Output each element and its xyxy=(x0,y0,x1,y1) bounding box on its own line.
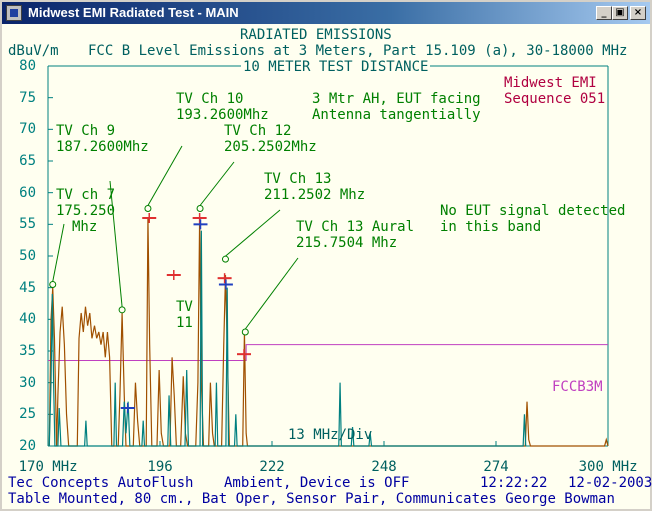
brown-trace xyxy=(48,217,609,447)
y-tick-label: 45 xyxy=(19,279,36,296)
close-button[interactable]: × xyxy=(630,6,646,20)
y-tick-label: 35 xyxy=(19,343,36,359)
footer-setup: Table Mounted, 80 cm., Bat Oper, Sensor … xyxy=(8,491,615,507)
test-distance: 10 METER TEST DISTANCE xyxy=(241,59,431,75)
leader-line xyxy=(225,209,281,257)
window-title: Midwest EMI Radiated Test - MAIN xyxy=(28,5,239,20)
x-tick-label: 196 xyxy=(147,459,173,475)
footer-software: Tec Concepts AutoFlush xyxy=(8,475,194,491)
x-tick-label: 300 MHz xyxy=(578,459,638,475)
y-tick-label: 50 xyxy=(19,248,36,264)
y-tick-label: 65 xyxy=(19,153,36,169)
ch9-freq: 187.2600Mhz xyxy=(56,139,149,155)
peak-circle xyxy=(221,255,229,263)
trace-layer xyxy=(48,217,609,447)
plot-canvas: 80 75 70 65 60 55 50 45 40 35 30 25 20 RADIATED EMIS… xyxy=(2,24,652,509)
no-signal-note-1: No EUT signal detected xyxy=(440,203,626,219)
ch10-freq: 193.2600Mhz xyxy=(176,107,269,123)
teal-trace xyxy=(48,230,527,447)
annotation-leaders xyxy=(49,145,299,336)
y-axis-unit: dBuV/m xyxy=(8,43,59,59)
y-tick-label: 20 xyxy=(19,438,36,454)
ch11-number: 11 xyxy=(176,315,193,331)
app-icon[interactable] xyxy=(6,5,22,21)
chart-title: RADIATED EMISSIONS xyxy=(240,27,392,43)
plot-frame xyxy=(47,65,609,447)
ch12-freq: 205.2502Mhz xyxy=(224,139,317,155)
emissions-chart xyxy=(47,65,609,447)
x-tick-label: 170 MHz xyxy=(18,459,78,475)
antenna-note-1: 3 Mtr AH, EUT facing xyxy=(312,91,481,107)
no-signal-note-2: in this band xyxy=(440,219,542,235)
ch13-aural-label: TV Ch 13 Aural xyxy=(296,219,415,235)
y-tick-label: 70 xyxy=(19,121,36,138)
ch7-unit: Mhz xyxy=(72,219,98,235)
limit-line-label: FCCB3M xyxy=(552,379,603,395)
leader-line xyxy=(52,223,65,282)
y-tick-label: 80 xyxy=(19,58,36,74)
ch9-label: TV Ch 9 xyxy=(56,123,116,139)
footer-status: Ambient, Device is OFF xyxy=(224,475,410,491)
ch13-label: TV Ch 13 xyxy=(264,171,332,187)
y-tick-label: 60 xyxy=(19,184,36,201)
leader-line xyxy=(147,145,183,206)
peak-circle xyxy=(118,306,126,314)
leader-line xyxy=(109,180,123,307)
x-tick-label: 274 xyxy=(483,459,509,475)
footer-date: 12-02-2003 xyxy=(568,475,652,491)
marker-layer xyxy=(120,213,251,413)
y-tick-label: 25 xyxy=(19,406,36,423)
x-tick-label: 222 xyxy=(259,459,285,475)
minimize-button[interactable]: _ xyxy=(596,6,612,20)
ch12-label: TV Ch 12 xyxy=(224,123,292,139)
ch7-freq: 175.250 xyxy=(56,203,116,219)
footer-time: 12:22:22 xyxy=(480,475,548,491)
ch13-freq: 211.2502 Mhz xyxy=(264,187,366,203)
sequence-label: Sequence 051 xyxy=(504,91,606,107)
peak-circle xyxy=(241,328,249,336)
leader-line xyxy=(199,161,235,206)
y-tick-label: 30 xyxy=(19,374,36,391)
chart-subtitle: FCC B Level Emissions at 3 Meters, Part … xyxy=(88,43,628,59)
y-tick-label: 55 xyxy=(19,216,36,233)
y-tick-label: 40 xyxy=(19,311,36,328)
y-tick-label: 75 xyxy=(19,89,36,106)
x-tick-label: 248 xyxy=(371,459,397,475)
ch13-aural-freq: 215.7504 Mhz xyxy=(296,235,398,251)
peak-circle xyxy=(49,281,57,288)
title-bar[interactable]: Midwest EMI Radiated Test - MAIN _ ▣ × xyxy=(2,2,650,24)
peak-circle xyxy=(196,205,204,212)
ch10-label: TV Ch 10 xyxy=(176,91,244,107)
antenna-note-2: Antenna tangentially xyxy=(312,107,481,123)
ch11-label: TV xyxy=(176,299,193,315)
ch7-label: TV ch 7 xyxy=(56,187,116,203)
leader-line xyxy=(244,257,299,330)
peak-circle xyxy=(144,205,152,212)
lab-name: Midwest EMI xyxy=(504,75,597,91)
maximize-button[interactable]: ▣ xyxy=(612,6,628,20)
x-scale-label: 13 MHz/Div xyxy=(288,427,373,443)
fccb3m-limit-line xyxy=(48,344,608,361)
